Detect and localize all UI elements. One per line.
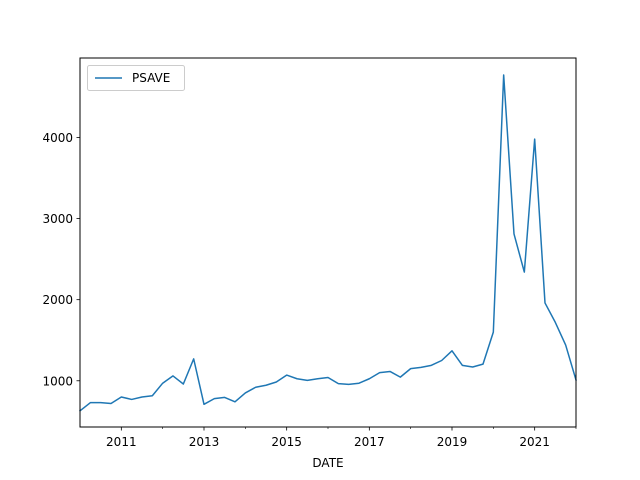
x-tick-label: 2017	[354, 435, 385, 449]
x-tick-label: 2019	[437, 435, 468, 449]
y-tick-label: 3000	[42, 212, 73, 226]
legend-box	[87, 65, 185, 91]
y-tick-label: 4000	[42, 131, 73, 145]
x-tick-label: 2021	[519, 435, 550, 449]
plot-area	[80, 58, 576, 427]
axes-layer: 2011 2013 2015 2017 2019 2021 1000 2000 3000 4000	[42, 131, 577, 449]
plot-frame	[79, 57, 577, 428]
legend-label: PSAVE	[132, 71, 170, 85]
y-tick-label: 1000	[42, 374, 73, 388]
x-tick-label: 2013	[189, 435, 220, 449]
x-axis-label: DATE	[312, 456, 343, 470]
y-tick-label: 2000	[42, 293, 73, 307]
series-layer	[78, 74, 577, 412]
series-line-psave	[78, 74, 577, 412]
x-tick-label: 2011	[106, 435, 137, 449]
legend: PSAVE	[87, 65, 185, 91]
x-tick-label: 2015	[271, 435, 302, 449]
